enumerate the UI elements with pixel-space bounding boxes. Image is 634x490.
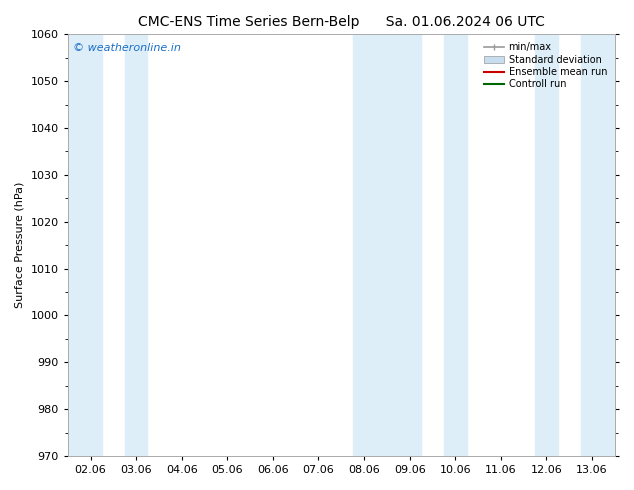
Text: © weatheronline.in: © weatheronline.in: [73, 43, 181, 53]
Y-axis label: Surface Pressure (hPa): Surface Pressure (hPa): [15, 182, 25, 308]
Legend: min/max, Standard deviation, Ensemble mean run, Controll run: min/max, Standard deviation, Ensemble me…: [481, 39, 610, 92]
Bar: [125, 34, 148, 456]
Bar: [581, 34, 615, 456]
Bar: [68, 34, 102, 456]
Bar: [535, 34, 558, 456]
Bar: [444, 34, 467, 456]
Title: CMC-ENS Time Series Bern-Belp      Sa. 01.06.2024 06 UTC: CMC-ENS Time Series Bern-Belp Sa. 01.06.…: [138, 15, 545, 29]
Bar: [353, 34, 421, 456]
